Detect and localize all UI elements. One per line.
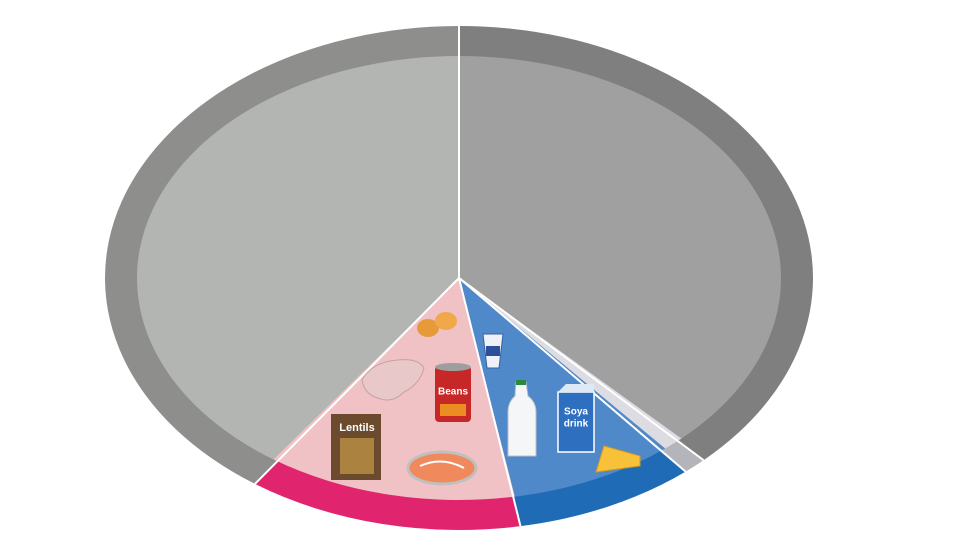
- milk-cap: [516, 380, 526, 385]
- salmon-line: [419, 460, 465, 469]
- beans-pattern: [440, 404, 466, 416]
- soya-label: drink: [564, 419, 589, 430]
- divider: [254, 277, 460, 485]
- lentils-pattern: [340, 438, 374, 474]
- divider: [458, 277, 522, 527]
- egg: [417, 319, 439, 337]
- cheese: [595, 445, 641, 473]
- chicken-leg: [361, 359, 425, 401]
- left-segment: [136, 56, 459, 460]
- divider: [458, 277, 687, 473]
- milk-bottle: [507, 381, 537, 457]
- soya-carton: [557, 391, 595, 453]
- lentils-label: Lentils: [339, 422, 374, 434]
- can-lid: [435, 363, 471, 371]
- egg: [435, 312, 457, 330]
- soya-label: Soya: [564, 407, 588, 418]
- beans-label: Beans: [438, 387, 468, 398]
- carton-top: [558, 384, 594, 392]
- plate-wedges: [104, 26, 814, 530]
- food-icons: Lentils Beans Soya drink: [331, 312, 641, 486]
- right-segment: [459, 56, 782, 439]
- divider: [458, 277, 705, 461]
- yogurt-label: [486, 346, 500, 356]
- salmon: [406, 450, 478, 486]
